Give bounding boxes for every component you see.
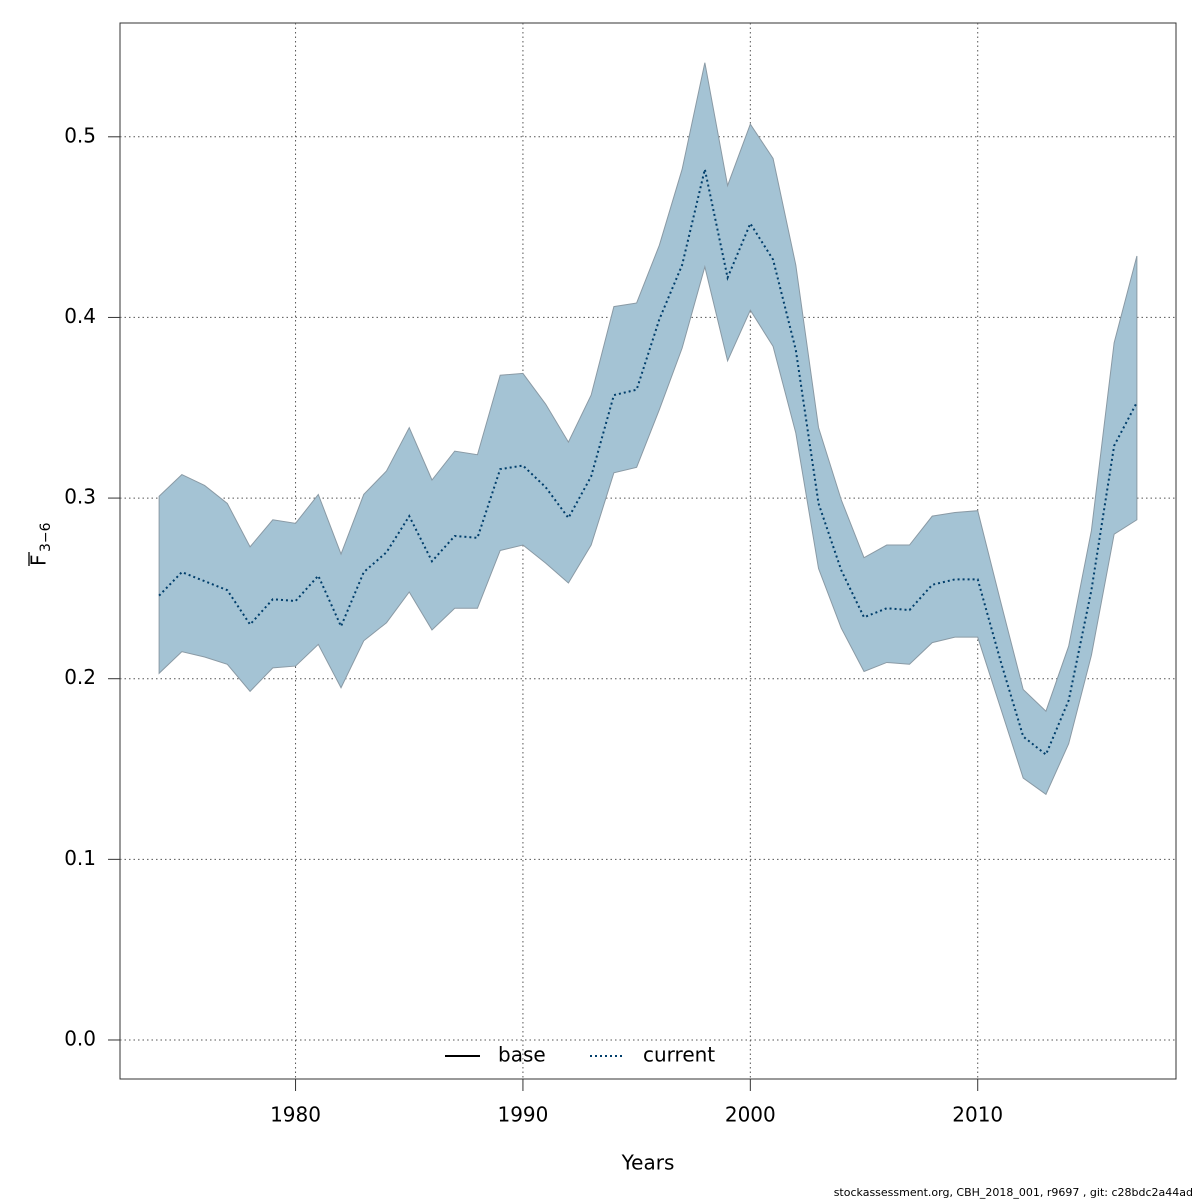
- y-tick-label: 0.1: [64, 846, 96, 870]
- x-tick-label: 1990: [497, 1103, 548, 1127]
- line: [158, 169, 1138, 757]
- y-axis-label-main: F: [27, 554, 51, 566]
- x-axis-label: Years: [621, 1151, 675, 1175]
- y-axis-label-subscript: 3−6: [38, 522, 54, 552]
- y-tick-label: 0.2: [64, 665, 96, 689]
- y-tick-label: 0.3: [64, 485, 96, 509]
- x-tick-label: 2000: [725, 1103, 776, 1127]
- x-tick-label: 2010: [952, 1103, 1003, 1127]
- y-tick-label: 0.4: [64, 304, 96, 328]
- legend-label: current: [643, 1043, 715, 1067]
- x-tick-label: 1980: [270, 1103, 321, 1127]
- footer: stockassessment.org, CBH_2018_001, r9697…: [834, 1186, 1193, 1199]
- legend-label: base: [498, 1043, 546, 1067]
- plot-frame: [119, 22, 1177, 1080]
- y-axis-label: F 3−6: [27, 522, 54, 566]
- y-tick-label: 0.5: [64, 123, 96, 147]
- confidence-band: [158, 62, 1138, 796]
- y-tick-label: 0.0: [64, 1026, 96, 1050]
